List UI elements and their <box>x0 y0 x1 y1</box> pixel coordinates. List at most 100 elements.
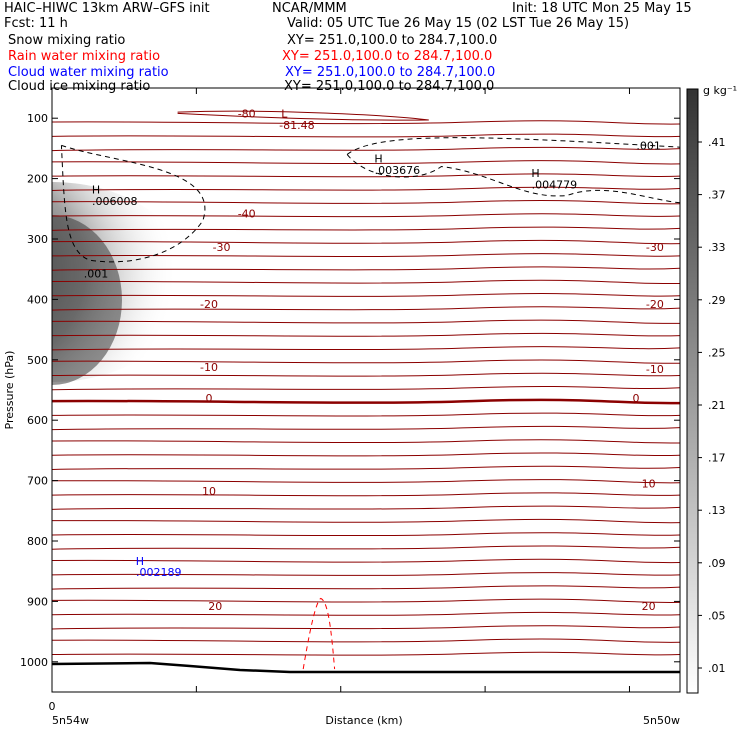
temperature-contour-line <box>52 133 680 138</box>
temperature-contour-line <box>52 625 680 630</box>
temperature-contour-line <box>52 452 680 457</box>
temperature-contour-label: -20 <box>646 298 664 311</box>
y-tick-label: 400 <box>27 293 48 306</box>
temperature-contour-line <box>52 572 680 576</box>
terrain-line <box>51 661 680 674</box>
x-axis-title: Distance (km) <box>325 714 402 727</box>
colorbar-level-label: .29 <box>708 294 726 307</box>
temperature-contour-line <box>52 386 680 391</box>
y-tick-label: 600 <box>27 414 48 427</box>
cloud-water-label: H <box>136 555 144 568</box>
colorbar-level-label: .21 <box>708 399 726 412</box>
snow-contour-label: H <box>92 183 100 196</box>
temperature-contour-label: -81.48 <box>279 119 314 132</box>
snow-contour-dashed <box>60 144 206 263</box>
y-tick-label: 700 <box>27 475 48 488</box>
snow-contour-label: .001 <box>636 139 661 152</box>
plot-area <box>52 110 680 670</box>
temperature-contour-line <box>52 213 680 218</box>
temperature-contour-line <box>52 518 680 524</box>
temperature-contour-line <box>52 332 680 337</box>
model-title: HAIC–HIWC 13km ARW–GFS init <box>4 1 210 16</box>
snow-contours <box>60 137 680 263</box>
temperature-contour-line <box>52 598 680 603</box>
y-tick-label: 200 <box>27 173 48 186</box>
temperature-contour-line <box>52 160 680 165</box>
temperature-contour-line <box>52 465 680 471</box>
temperature-contour-label: -10 <box>646 363 664 376</box>
temperature-contour-label: 0 <box>633 392 640 405</box>
colorbar-level-label: .25 <box>708 346 726 359</box>
colorbar-labels: .01 .05 .09 .13 .17 .21 .25 .29 .33 .37 .41 <box>698 136 726 675</box>
field-cloudwater-name: Cloud water mixing ratio <box>8 65 169 80</box>
field-rain-name: Rain water mixing ratio <box>8 49 161 64</box>
temperature-contour-line <box>52 186 680 191</box>
temperature-contour-line <box>52 492 680 497</box>
colorbar-ramp <box>686 88 699 694</box>
temperature-contour-line <box>52 585 680 590</box>
temperature-contour-line <box>52 651 680 656</box>
temperature-contour-label: 0 <box>206 392 213 405</box>
temperature-contour-label: -40 <box>238 208 256 221</box>
rain-contours <box>302 597 336 670</box>
temperature-contour-label: -30 <box>646 241 664 254</box>
temperature-contour-line <box>52 306 680 311</box>
field-cloudice-name: Cloud ice mixing ratio <box>8 79 151 94</box>
temperature-contour-line <box>52 611 680 616</box>
snow-contour-label: .006008 <box>92 195 138 208</box>
temperature-contour-label: 10 <box>642 478 656 491</box>
temperature-contour-line <box>52 346 680 351</box>
minus80-contour <box>177 110 429 121</box>
snow-contour-label: .004779 <box>532 179 578 192</box>
temperature-contour-line <box>52 293 680 297</box>
temperature-contour-line <box>52 226 680 231</box>
temperature-contour-label: 20 <box>642 600 656 613</box>
field-snow-xy: XY= 251.0,100.0 to 284.7,100.0 <box>287 33 498 48</box>
colorbar-level-label: .01 <box>708 662 726 675</box>
temperature-contours <box>52 110 680 656</box>
y-tick-label: 900 <box>27 595 48 608</box>
init-time: Init: 18 UTC Mon 25 May 15 <box>512 1 692 16</box>
x-axis-ticks <box>51 88 630 692</box>
temperature-contour-label: -80 <box>238 107 256 120</box>
center-name: NCAR/MMM <box>272 1 347 16</box>
colorbar-level-label: .37 <box>708 189 726 202</box>
temperature-contour-label: 20 <box>208 600 222 613</box>
temperature-contour-label: 10 <box>202 485 216 498</box>
y-tick-label: 300 <box>27 233 48 246</box>
colorbar-level-label: .09 <box>708 557 726 570</box>
temperature-contour-line <box>52 479 680 484</box>
snow-core-shading <box>52 215 122 385</box>
temperature-contour-line <box>52 532 680 537</box>
temperature-contour-line <box>52 505 680 510</box>
colorbar-level-label: .17 <box>708 452 726 465</box>
temperature-contour-line <box>52 398 680 405</box>
temperature-contour-label: L <box>281 107 288 120</box>
temperature-contour-line <box>52 266 680 271</box>
field-snow-name: Snow mixing ratio <box>8 33 126 48</box>
y-axis-title: Pressure (hPa) <box>3 351 16 430</box>
x-start-label: 5n54w <box>52 714 89 727</box>
snow-contour-label: H <box>374 153 382 166</box>
temperature-contour-line <box>52 372 680 377</box>
colorbar-level-label: .05 <box>708 609 726 622</box>
colorbar-level-label: .13 <box>708 504 726 517</box>
colorbar-unit: g kg⁻¹ <box>703 84 737 97</box>
temperature-contour-line <box>52 239 680 245</box>
y-tick-label: 500 <box>27 354 48 367</box>
plot-frame <box>51 87 681 693</box>
field-rain-xy: XY= 251.0,100.0 to 284.7,100.0 <box>282 49 493 64</box>
snow-contour-label: .003676 <box>375 164 421 177</box>
y-tick-label: 100 <box>27 112 48 125</box>
temperature-contour-line <box>52 253 680 258</box>
temperature-contour-line <box>52 425 680 431</box>
temperature-contour-line <box>52 558 680 564</box>
temperature-contour-line <box>52 120 680 125</box>
cloud-water-label: .002189 <box>136 566 182 579</box>
temperature-contour-line <box>52 200 680 205</box>
colorbar-level-label: .33 <box>708 241 726 254</box>
temperature-contour-line <box>52 173 680 178</box>
snow-contour-dashed <box>346 137 680 204</box>
temperature-contour-line <box>52 279 680 285</box>
